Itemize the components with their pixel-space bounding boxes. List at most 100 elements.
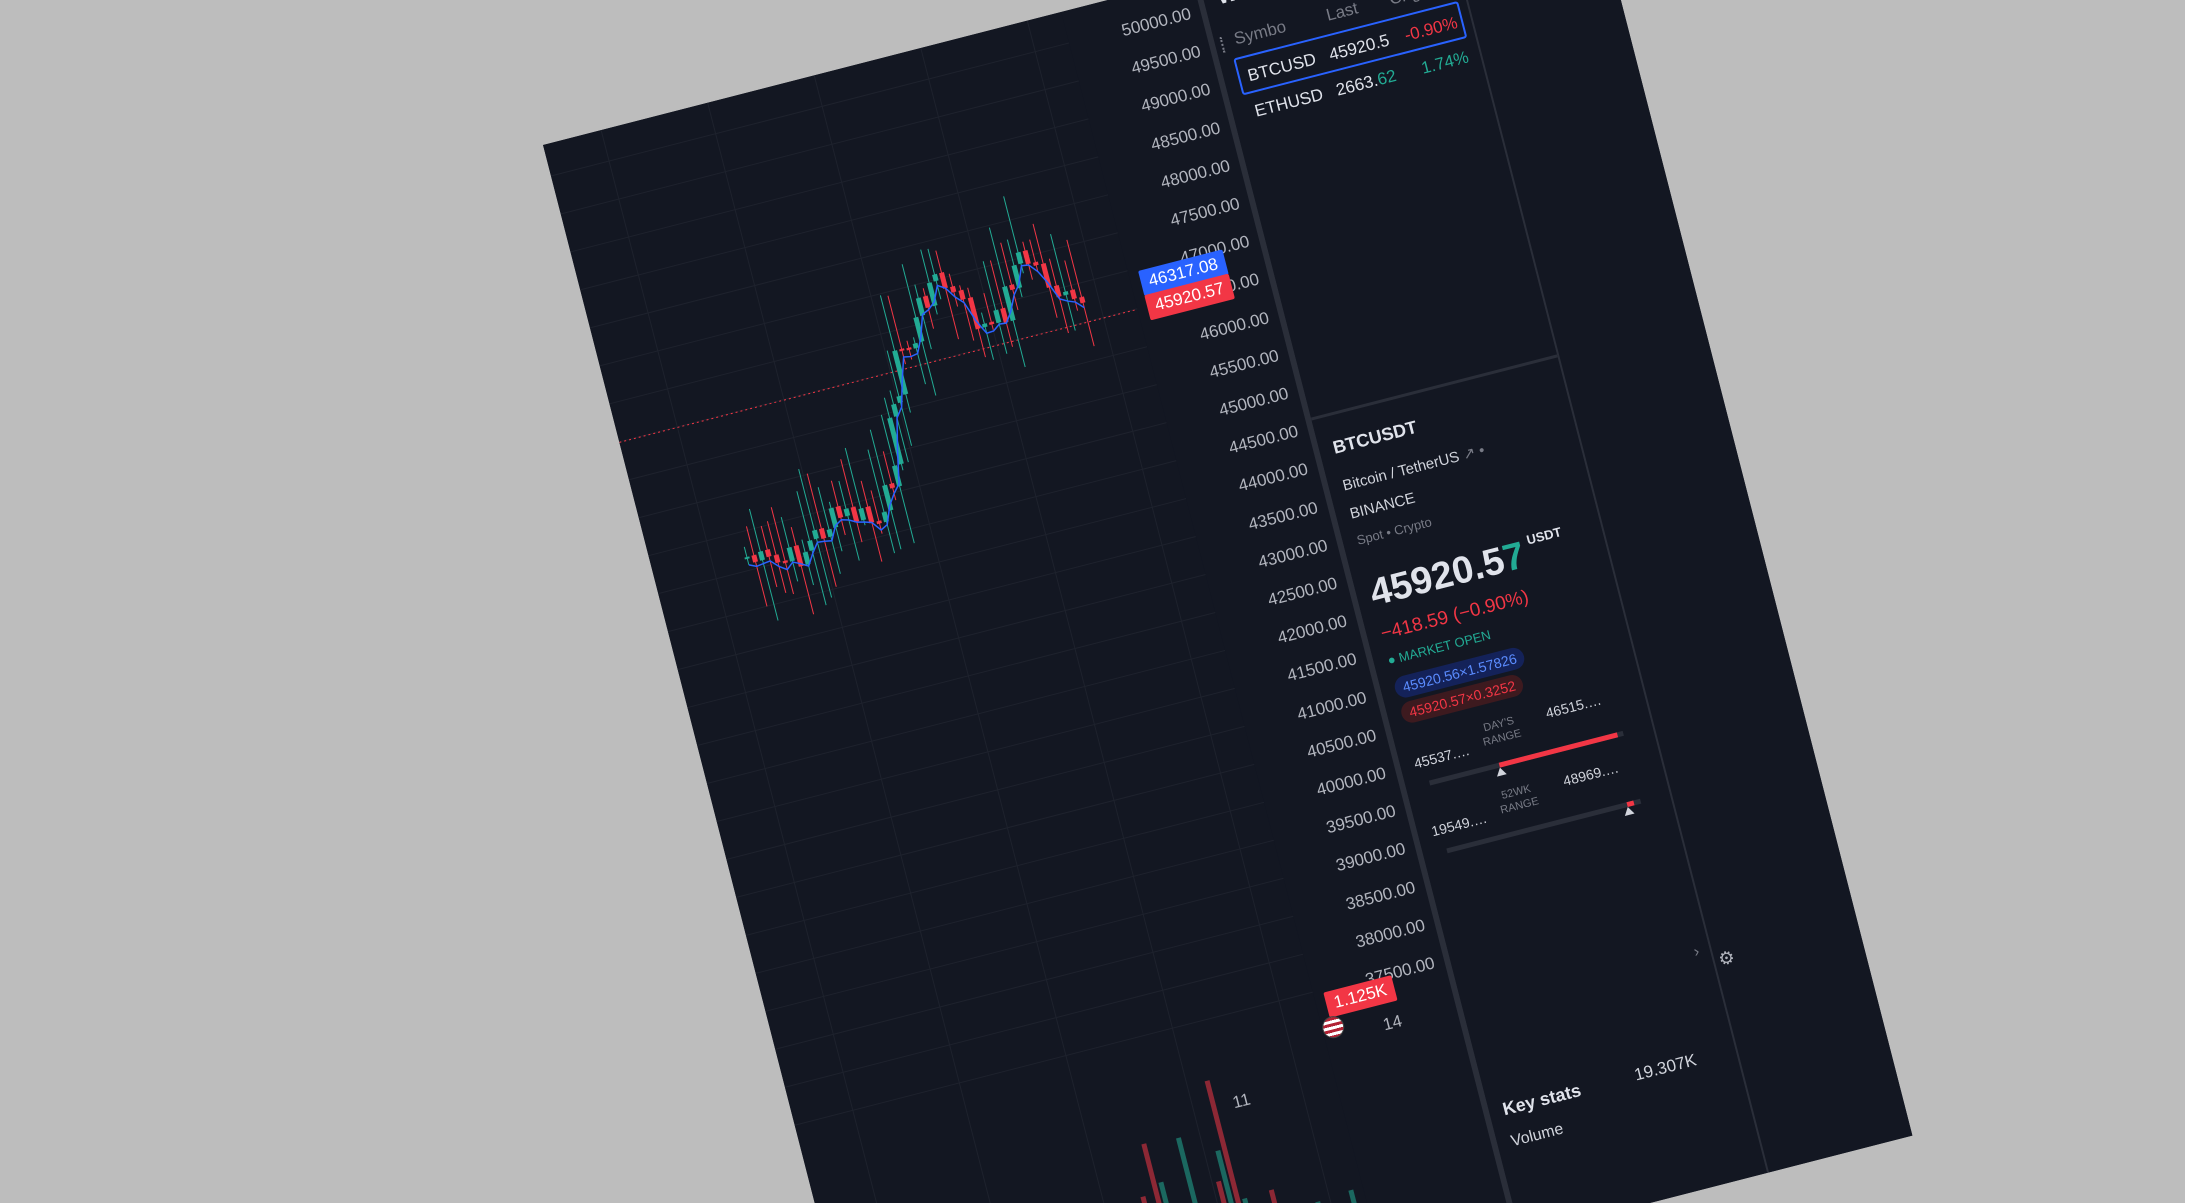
candle-body xyxy=(811,529,819,540)
candle-body xyxy=(764,549,772,558)
candle-body xyxy=(818,527,827,540)
row-chg: 1.74% xyxy=(1419,47,1471,78)
candle-body xyxy=(881,511,889,523)
candle-body xyxy=(915,297,926,317)
candle-wick xyxy=(1000,242,1019,311)
col-last[interactable]: Last xyxy=(1324,0,1360,25)
range-high: 46515.… xyxy=(1543,691,1603,722)
range-marker-icon xyxy=(1495,766,1507,777)
candle-wick xyxy=(840,459,863,543)
candle-body xyxy=(1069,289,1077,300)
candle-body xyxy=(858,507,867,521)
range-low: 45537.… xyxy=(1412,741,1472,772)
candle-body xyxy=(1000,307,1009,323)
candle-body xyxy=(1053,284,1062,298)
candle-wick xyxy=(770,507,795,595)
details-symbol: BTCUSDT xyxy=(1330,416,1419,458)
candle-wick xyxy=(1066,239,1095,347)
chart-area[interactable] xyxy=(543,11,1385,1203)
volume-label: Volume xyxy=(1509,1120,1566,1151)
candle-body xyxy=(922,295,931,309)
range-label: 52WK RANGE xyxy=(1499,782,1541,817)
candle-body xyxy=(835,505,844,519)
candlestick-chart[interactable] xyxy=(543,12,1385,1203)
candle-body xyxy=(802,551,811,566)
external-link-icon[interactable]: ↗ xyxy=(1460,444,1478,464)
candle-body xyxy=(850,506,860,523)
details-type: Spot • Crypto xyxy=(1355,514,1434,548)
candle-body xyxy=(773,554,781,564)
candle-wick xyxy=(748,508,779,621)
candle-body xyxy=(1040,263,1052,288)
volume-bar xyxy=(1242,1197,1274,1203)
candle-body xyxy=(882,484,894,511)
candle-body xyxy=(981,323,988,328)
candle-body xyxy=(912,342,919,349)
candle-body xyxy=(887,417,904,465)
candle-body xyxy=(826,528,834,538)
candle-wick xyxy=(982,261,1008,354)
row-last: 2663.62 xyxy=(1334,65,1399,100)
candle-wick xyxy=(935,250,960,340)
candle-body xyxy=(757,550,765,561)
volume-bar xyxy=(1268,1189,1301,1203)
trading-panel: 50000.00 49500.00 49000.00 48500.00 48000.00… xyxy=(543,0,1913,1203)
candle-body xyxy=(1022,249,1031,265)
candle-wick xyxy=(980,312,995,360)
volume-value: 19.307K xyxy=(1632,1050,1699,1085)
details-exchange: BINANCE xyxy=(1348,489,1417,523)
candle-wick xyxy=(1029,239,1039,273)
volume-bar xyxy=(1204,1080,1267,1203)
key-stats-title: Key stats xyxy=(1500,1079,1584,1120)
candle-wick xyxy=(870,490,883,534)
candle-wick xyxy=(882,451,897,501)
candle-body xyxy=(1002,285,1016,322)
candle-body xyxy=(993,309,1002,324)
us-flag-icon xyxy=(1319,1013,1347,1041)
candle-body xyxy=(1062,291,1069,296)
price-ticks: 50000.00 49500.00 49000.00 48500.00 48000.00… xyxy=(1061,0,1437,989)
candle-wick xyxy=(914,284,932,350)
candle-body xyxy=(793,545,804,567)
candle-body xyxy=(891,403,899,417)
watchlist-title: Watchlist xyxy=(1215,0,1311,10)
range-low: 19549.… xyxy=(1429,809,1489,840)
gear-icon[interactable]: ⚙ xyxy=(1716,946,1737,970)
volume-bar xyxy=(1175,1137,1226,1203)
candle-body xyxy=(932,273,939,282)
candle-wick xyxy=(922,288,935,329)
candle-wick xyxy=(743,546,750,565)
candle-wick xyxy=(1050,234,1076,331)
candle-body xyxy=(843,508,851,517)
status-dot-icon: ● xyxy=(1385,651,1398,668)
drag-handle-icon[interactable] xyxy=(1219,35,1230,53)
candle-body xyxy=(751,554,759,563)
candle-body xyxy=(958,289,966,301)
candle-body xyxy=(1032,261,1039,267)
candle-body xyxy=(865,506,875,524)
volume-bar xyxy=(1215,1150,1260,1203)
volume-bar xyxy=(1141,1143,1192,1203)
candle-wick xyxy=(889,390,909,463)
candle-body xyxy=(950,285,957,293)
col-symbol[interactable]: Symbo xyxy=(1232,16,1289,49)
candle-wick xyxy=(790,526,815,615)
candle-body xyxy=(889,482,896,489)
candle-body xyxy=(892,350,909,395)
candle-wick xyxy=(989,260,1014,347)
candle-body xyxy=(744,556,750,560)
candle-body xyxy=(988,321,995,326)
candle-body xyxy=(939,272,948,289)
range-label: DAY'S RANGE xyxy=(1481,714,1523,749)
candle-wick xyxy=(887,295,906,365)
row-symbol: ETHUSD xyxy=(1252,84,1326,121)
candle-body xyxy=(782,560,788,564)
candle-body xyxy=(1015,251,1024,265)
candle-wick xyxy=(867,449,896,554)
candle-wick xyxy=(927,248,942,300)
candle-body xyxy=(807,539,815,551)
candle-body xyxy=(876,520,882,525)
range-marker-icon xyxy=(1622,805,1635,817)
candle-body xyxy=(1079,296,1086,304)
